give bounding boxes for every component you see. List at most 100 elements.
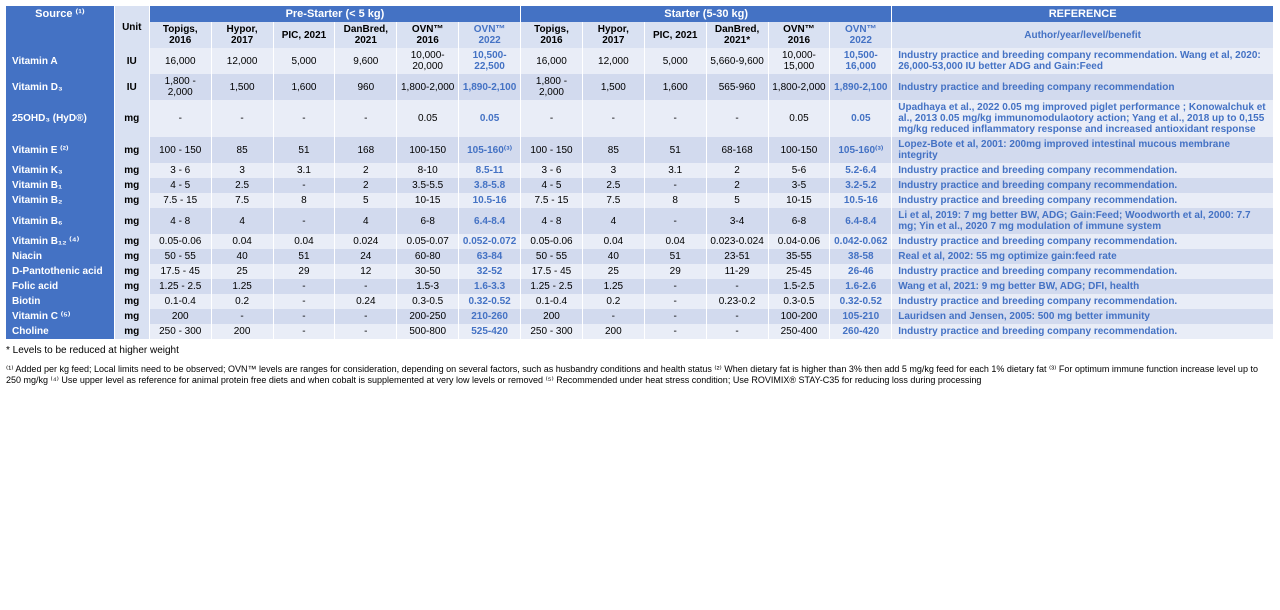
data-cell: 3.5-5.5 bbox=[397, 178, 459, 193]
data-cell: 12,000 bbox=[582, 48, 644, 74]
data-cell: 2 bbox=[706, 178, 768, 193]
data-cell: - bbox=[706, 324, 768, 339]
data-cell: 50 - 55 bbox=[521, 249, 583, 264]
data-cell: 5 bbox=[706, 193, 768, 208]
data-cell: 4 - 5 bbox=[149, 178, 211, 193]
data-cell: 0.023-0.024 bbox=[706, 234, 768, 249]
data-cell: 100 - 150 bbox=[521, 137, 583, 163]
data-cell: 51 bbox=[644, 249, 706, 264]
data-cell: 4 bbox=[582, 208, 644, 234]
data-cell: 38-58 bbox=[830, 249, 892, 264]
data-cell: 0.05 bbox=[830, 100, 892, 137]
data-cell: - bbox=[644, 279, 706, 294]
data-cell: 168 bbox=[335, 137, 397, 163]
data-cell: - bbox=[644, 309, 706, 324]
data-cell: 3 - 6 bbox=[521, 163, 583, 178]
data-cell: 30-50 bbox=[397, 264, 459, 279]
data-cell: 0.05 bbox=[397, 100, 459, 137]
row-label: D-Pantothenic acid bbox=[6, 264, 114, 279]
data-cell: - bbox=[644, 208, 706, 234]
data-cell: 0.052-0.072 bbox=[459, 234, 521, 249]
data-cell: 0.042-0.062 bbox=[830, 234, 892, 249]
reference-cell: Upadhaya et al., 2022 0.05 mg improved p… bbox=[892, 100, 1274, 137]
data-cell: 3.2-5.2 bbox=[830, 178, 892, 193]
data-cell: 4 - 8 bbox=[521, 208, 583, 234]
data-cell: - bbox=[273, 309, 335, 324]
data-cell: - bbox=[644, 294, 706, 309]
data-cell: 7.5 - 15 bbox=[521, 193, 583, 208]
data-cell: 250 - 300 bbox=[149, 324, 211, 339]
data-cell: - bbox=[273, 279, 335, 294]
data-cell: 0.1-0.4 bbox=[521, 294, 583, 309]
data-cell: - bbox=[335, 324, 397, 339]
data-cell: 10-15 bbox=[397, 193, 459, 208]
data-cell: 0.1-0.4 bbox=[149, 294, 211, 309]
data-cell: 0.04 bbox=[211, 234, 273, 249]
data-cell: 105-160⁽³⁾ bbox=[830, 137, 892, 163]
data-cell: 25-45 bbox=[768, 264, 830, 279]
data-cell: 1,800 - 2,000 bbox=[149, 74, 211, 100]
data-cell: - bbox=[644, 324, 706, 339]
data-cell: 100 - 150 bbox=[149, 137, 211, 163]
data-cell: 105-160⁽³⁾ bbox=[459, 137, 521, 163]
data-cell: 32-52 bbox=[459, 264, 521, 279]
reference-cell: Wang et al, 2021: 9 mg better BW, ADG; D… bbox=[892, 279, 1274, 294]
data-cell: 200 bbox=[521, 309, 583, 324]
data-cell: 250 - 300 bbox=[521, 324, 583, 339]
data-cell: 6.4-8.4 bbox=[830, 208, 892, 234]
data-cell: 1,500 bbox=[582, 74, 644, 100]
data-cell: 63-84 bbox=[459, 249, 521, 264]
data-cell: 17.5 - 45 bbox=[149, 264, 211, 279]
data-cell: 5 bbox=[335, 193, 397, 208]
data-cell: 0.04 bbox=[273, 234, 335, 249]
reference-cell: Industry practice and breeding company r… bbox=[892, 163, 1274, 178]
data-cell: 7.5 - 15 bbox=[149, 193, 211, 208]
data-cell: 200 bbox=[149, 309, 211, 324]
data-cell: 10,500-16,000 bbox=[830, 48, 892, 74]
row-label: Niacin bbox=[6, 249, 114, 264]
reference-cell: Li et al, 2019: 7 mg better BW, ADG; Gai… bbox=[892, 208, 1274, 234]
data-cell: 11-29 bbox=[706, 264, 768, 279]
data-cell: 2.5 bbox=[582, 178, 644, 193]
data-cell: 260-420 bbox=[830, 324, 892, 339]
data-cell: 9,600 bbox=[335, 48, 397, 74]
data-cell: 1,600 bbox=[273, 74, 335, 100]
data-cell: 16,000 bbox=[149, 48, 211, 74]
data-cell: 6-8 bbox=[397, 208, 459, 234]
data-cell: 1,800 - 2,000 bbox=[521, 74, 583, 100]
data-cell: 8 bbox=[644, 193, 706, 208]
data-cell: 1,890-2,100 bbox=[830, 74, 892, 100]
footnote-legend: ⁽¹⁾ Added per kg feed; Local limits need… bbox=[6, 364, 1274, 387]
data-cell: 10.5-16 bbox=[459, 193, 521, 208]
data-cell: 4 - 5 bbox=[521, 178, 583, 193]
reference-cell: Industry practice and breeding company r… bbox=[892, 74, 1274, 100]
data-cell: 200-250 bbox=[397, 309, 459, 324]
data-cell: - bbox=[521, 100, 583, 137]
data-cell: 8 bbox=[273, 193, 335, 208]
data-cell: 1.25 bbox=[211, 279, 273, 294]
data-cell: 1.25 - 2.5 bbox=[521, 279, 583, 294]
data-cell: 200 bbox=[582, 324, 644, 339]
data-cell: 2 bbox=[706, 163, 768, 178]
data-cell: 0.32-0.52 bbox=[830, 294, 892, 309]
data-cell: 960 bbox=[335, 74, 397, 100]
data-cell: 0.3-0.5 bbox=[768, 294, 830, 309]
data-cell: - bbox=[582, 309, 644, 324]
data-cell: 16,000 bbox=[521, 48, 583, 74]
data-cell: - bbox=[335, 279, 397, 294]
data-cell: - bbox=[211, 100, 273, 137]
footnote-asterisk: * Levels to be reduced at higher weight bbox=[6, 345, 1274, 358]
data-cell: 85 bbox=[211, 137, 273, 163]
data-cell: 0.04-0.06 bbox=[768, 234, 830, 249]
data-cell: 8-10 bbox=[397, 163, 459, 178]
data-cell: 25 bbox=[211, 264, 273, 279]
data-cell: 1,800-2,000 bbox=[397, 74, 459, 100]
data-cell: 60-80 bbox=[397, 249, 459, 264]
data-cell: 100-150 bbox=[397, 137, 459, 163]
data-cell: 3-4 bbox=[706, 208, 768, 234]
data-cell: 1.6-3.3 bbox=[459, 279, 521, 294]
data-cell: - bbox=[273, 100, 335, 137]
data-cell: 12 bbox=[335, 264, 397, 279]
data-cell: 250-400 bbox=[768, 324, 830, 339]
data-cell: 3 - 6 bbox=[149, 163, 211, 178]
